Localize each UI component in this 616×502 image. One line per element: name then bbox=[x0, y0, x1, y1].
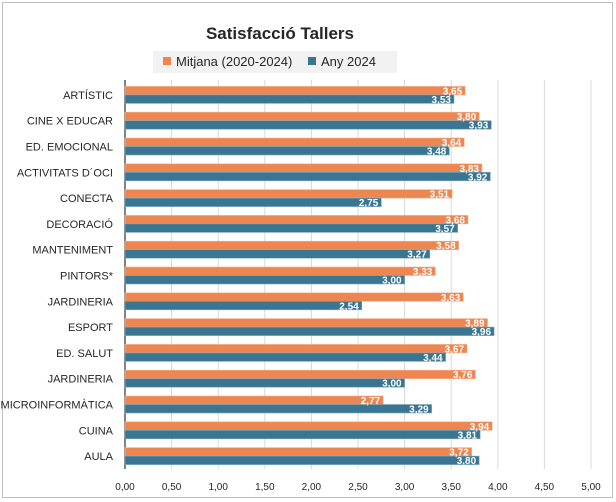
x-tick-label: 1,00 bbox=[208, 482, 228, 493]
data-label: 3,94 bbox=[470, 422, 490, 433]
data-label: 3,67 bbox=[445, 344, 465, 355]
bar-mitjana bbox=[124, 163, 483, 173]
legend-swatch-any2024 bbox=[308, 57, 316, 65]
legend: Mitjana (2020-2024) Any 2024 bbox=[153, 51, 397, 73]
x-tick-label: 5,00 bbox=[581, 482, 601, 493]
data-label: 3,63 bbox=[441, 293, 461, 304]
bar-any2024 bbox=[124, 197, 382, 207]
x-tick-label: 3,50 bbox=[441, 482, 461, 493]
legend-label-mitjana: Mitjana (2020-2024) bbox=[176, 54, 292, 69]
bar-any2024 bbox=[124, 455, 480, 465]
data-label: 3,58 bbox=[436, 241, 456, 252]
data-label: 2,75 bbox=[359, 198, 379, 209]
data-label: 3,27 bbox=[407, 250, 427, 261]
data-label: 3,29 bbox=[409, 405, 429, 416]
x-tick-label: 0,00 bbox=[115, 482, 135, 493]
x-tick-label: 4,50 bbox=[535, 482, 555, 493]
bar-mitjana bbox=[124, 137, 465, 147]
data-label: 3,68 bbox=[446, 215, 466, 226]
data-label: 3,89 bbox=[465, 319, 485, 330]
x-tick-label: 2,50 bbox=[348, 482, 368, 493]
category-label: CONECTA bbox=[60, 193, 114, 205]
data-label: 2,54 bbox=[339, 301, 359, 312]
category-label: MANTENIMENT bbox=[32, 245, 113, 257]
data-label: 3,00 bbox=[382, 379, 402, 390]
data-label: 3,51 bbox=[430, 190, 450, 201]
legend-label-any2024: Any 2024 bbox=[321, 54, 376, 69]
data-label: 3,64 bbox=[442, 138, 462, 149]
data-label: 2,77 bbox=[361, 396, 381, 407]
data-label: 3,92 bbox=[468, 172, 488, 183]
bar-any2024 bbox=[124, 249, 431, 259]
bar-any2024 bbox=[124, 120, 492, 130]
bar-mitjana bbox=[124, 318, 488, 328]
bar-mitjana bbox=[124, 189, 453, 199]
category-label: JARDINERIA bbox=[48, 374, 114, 386]
data-label: 3,80 bbox=[457, 112, 477, 123]
data-label: 3,80 bbox=[457, 456, 477, 467]
x-tick-label: 2,00 bbox=[302, 482, 322, 493]
category-label: AULA bbox=[84, 451, 113, 463]
bar-mitjana bbox=[124, 266, 436, 276]
bar-mitjana bbox=[124, 292, 464, 302]
bar-any2024 bbox=[124, 172, 491, 182]
data-label: 3,57 bbox=[435, 224, 455, 235]
data-label: 3,65 bbox=[443, 86, 463, 97]
chart-title: Satisfacció Tallers bbox=[206, 24, 354, 43]
category-label: CUINA bbox=[79, 425, 114, 437]
data-label: 3,72 bbox=[449, 448, 469, 459]
data-label: 3,81 bbox=[458, 430, 478, 441]
bar-any2024 bbox=[124, 146, 450, 156]
data-label: 3,96 bbox=[472, 327, 492, 338]
category-label: ED. SALUT bbox=[56, 348, 113, 360]
bar-mitjana bbox=[124, 111, 480, 121]
data-label: 3,53 bbox=[432, 95, 452, 106]
x-tick-label: 4,00 bbox=[488, 482, 508, 493]
x-tick-label: 0,50 bbox=[162, 482, 182, 493]
category-label: ED. EMOCIONAL bbox=[26, 142, 113, 154]
x-tick-label: 1,50 bbox=[255, 482, 275, 493]
data-label: 3,33 bbox=[413, 267, 433, 278]
category-label: ARTÍSTIC bbox=[63, 89, 113, 102]
bar-any2024 bbox=[124, 94, 455, 104]
x-tick-label: 3,00 bbox=[395, 482, 415, 493]
bar-any2024 bbox=[124, 300, 363, 311]
bar-any2024 bbox=[124, 378, 405, 388]
bar-any2024 bbox=[124, 275, 405, 285]
bar-mitjana bbox=[124, 240, 459, 250]
bar-any2024 bbox=[124, 429, 481, 440]
bar-mitjana bbox=[124, 215, 469, 225]
data-label: 3,83 bbox=[459, 164, 479, 175]
data-label: 3,48 bbox=[427, 147, 447, 158]
category-label: ACTIVITATS D´OCI bbox=[17, 167, 113, 179]
bar-mitjana bbox=[124, 344, 468, 354]
bar-any2024 bbox=[124, 326, 495, 336]
category-label: ESPORT bbox=[68, 322, 113, 334]
bar-mitjana bbox=[124, 395, 384, 405]
data-label: 3,00 bbox=[382, 276, 402, 287]
bar-mitjana bbox=[124, 369, 476, 380]
category-label: DECORACIÓ bbox=[46, 218, 113, 231]
data-label: 3,93 bbox=[469, 121, 489, 132]
category-label: JARDINERIA bbox=[48, 296, 114, 308]
bar-any2024 bbox=[124, 352, 446, 362]
legend-swatch-mitjana bbox=[163, 57, 171, 65]
category-label: MICROINFORMÀTICA bbox=[1, 399, 114, 412]
bar-any2024 bbox=[124, 223, 459, 233]
bar-mitjana bbox=[124, 86, 466, 96]
legend-background bbox=[153, 51, 397, 73]
category-label: CINE X EDUCAR bbox=[27, 116, 113, 128]
bar-mitjana bbox=[124, 421, 493, 431]
data-label: 3,44 bbox=[423, 353, 443, 364]
data-label: 3,76 bbox=[453, 370, 473, 381]
bar-mitjana bbox=[124, 447, 473, 457]
bar-any2024 bbox=[124, 404, 432, 414]
category-label: PINTORS* bbox=[60, 271, 114, 283]
